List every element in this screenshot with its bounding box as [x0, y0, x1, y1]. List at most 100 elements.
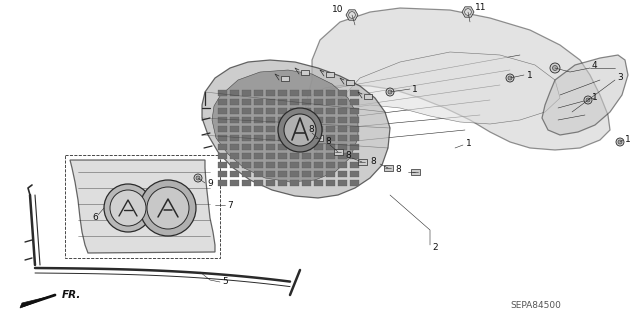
Text: 1: 1 — [527, 70, 532, 79]
Bar — [290, 144, 299, 150]
Circle shape — [584, 96, 592, 104]
Circle shape — [618, 140, 622, 144]
Text: 8: 8 — [308, 125, 314, 135]
Bar — [230, 99, 239, 105]
Bar — [314, 117, 323, 123]
Bar — [314, 144, 323, 150]
Bar — [218, 99, 227, 105]
Bar — [230, 153, 239, 159]
Bar — [338, 99, 347, 105]
Bar — [254, 171, 263, 177]
Bar — [314, 126, 323, 132]
Bar — [254, 135, 263, 141]
Bar — [266, 108, 275, 114]
Bar — [338, 108, 347, 114]
Bar — [350, 153, 359, 159]
Bar — [254, 117, 263, 123]
Bar — [278, 153, 287, 159]
Text: 9: 9 — [207, 179, 212, 188]
Bar — [350, 144, 359, 150]
FancyBboxPatch shape — [346, 79, 354, 85]
Bar — [230, 171, 239, 177]
Text: 8: 8 — [345, 151, 351, 160]
Circle shape — [388, 90, 392, 94]
Bar — [326, 117, 335, 123]
Text: 1: 1 — [592, 93, 598, 102]
Bar — [314, 99, 323, 105]
Bar — [230, 126, 239, 132]
Circle shape — [278, 108, 322, 152]
Polygon shape — [462, 7, 474, 17]
Bar — [254, 153, 263, 159]
Bar — [350, 180, 359, 186]
Bar — [266, 171, 275, 177]
Bar — [230, 180, 239, 186]
Circle shape — [508, 76, 512, 80]
Bar — [302, 162, 311, 168]
Bar — [254, 108, 263, 114]
FancyBboxPatch shape — [326, 71, 334, 77]
Bar — [230, 162, 239, 168]
Bar — [218, 117, 227, 123]
Text: 6: 6 — [92, 213, 98, 222]
Bar — [314, 171, 323, 177]
Bar — [218, 144, 227, 150]
Bar — [338, 153, 347, 159]
Bar — [326, 99, 335, 105]
Bar — [326, 108, 335, 114]
Bar — [290, 108, 299, 114]
Bar — [290, 126, 299, 132]
Bar — [218, 153, 227, 159]
Circle shape — [140, 180, 196, 236]
Text: SEPA84500: SEPA84500 — [510, 300, 561, 309]
Text: 11: 11 — [475, 4, 486, 12]
Circle shape — [349, 12, 355, 18]
Bar — [278, 126, 287, 132]
Bar — [326, 144, 335, 150]
Bar — [242, 162, 251, 168]
Text: 10: 10 — [332, 5, 344, 14]
Bar — [242, 144, 251, 150]
Circle shape — [196, 176, 200, 180]
FancyBboxPatch shape — [410, 169, 419, 175]
Bar — [326, 180, 335, 186]
Bar — [314, 90, 323, 96]
Bar — [326, 135, 335, 141]
Bar — [326, 90, 335, 96]
Bar — [218, 90, 227, 96]
Bar — [242, 108, 251, 114]
Bar — [218, 135, 227, 141]
Bar — [218, 108, 227, 114]
Bar — [278, 108, 287, 114]
Bar — [290, 90, 299, 96]
Circle shape — [110, 190, 146, 226]
Bar — [314, 162, 323, 168]
Bar — [302, 153, 311, 159]
FancyBboxPatch shape — [314, 135, 323, 141]
Bar — [338, 180, 347, 186]
Bar — [254, 90, 263, 96]
Bar — [242, 99, 251, 105]
Bar — [242, 171, 251, 177]
Bar — [338, 126, 347, 132]
Bar — [350, 108, 359, 114]
Bar — [314, 180, 323, 186]
Bar — [254, 99, 263, 105]
Bar — [290, 180, 299, 186]
Bar — [266, 162, 275, 168]
Circle shape — [284, 114, 316, 146]
Bar — [218, 171, 227, 177]
Bar — [350, 135, 359, 141]
Polygon shape — [542, 55, 628, 135]
Bar — [278, 171, 287, 177]
Bar — [290, 99, 299, 105]
Bar — [302, 126, 311, 132]
Bar — [242, 135, 251, 141]
Bar — [242, 117, 251, 123]
Bar — [254, 144, 263, 150]
Bar — [338, 144, 347, 150]
Bar — [302, 135, 311, 141]
Polygon shape — [202, 60, 390, 198]
Bar — [290, 153, 299, 159]
Circle shape — [506, 74, 514, 82]
